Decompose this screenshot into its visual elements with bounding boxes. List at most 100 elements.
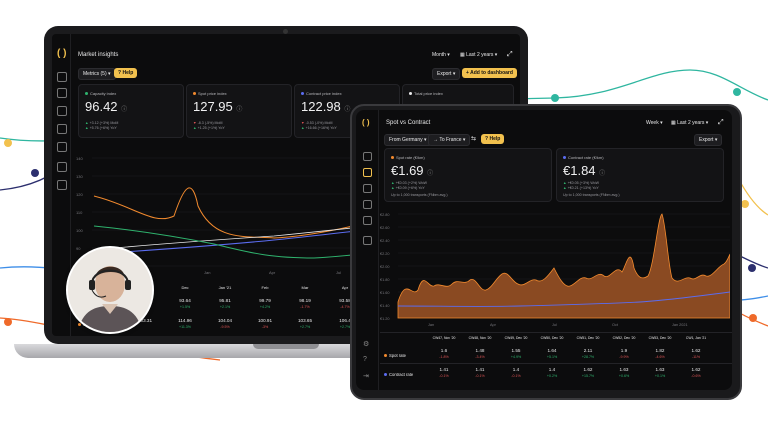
from-country-label: From Germany [389,137,423,143]
table-cell: 1.41 [475,367,485,372]
y-tick: €1.40 [380,304,390,308]
table-cell: 1.64 [547,348,557,353]
table-header: Mar [301,285,309,290]
tag-icon[interactable] [57,88,67,98]
table-header: CW52, Dec '20 [612,336,636,340]
chart-icon[interactable] [57,124,67,134]
to-country-select[interactable]: → To France ▾ [428,134,471,146]
table-cell: 99.79 [259,298,271,303]
link-icon[interactable] [57,142,67,152]
table-delta: -1.8% [439,355,449,359]
expand-icon[interactable]: ⤢ [718,119,724,126]
tablet-export-button[interactable]: Export ▾ [694,134,723,146]
spot-dot [384,354,387,358]
y-tick: €2.20 [380,252,390,256]
period-select[interactable]: Month ▾ [432,52,450,58]
spot-rate-row-label: Spot rate [384,353,406,358]
contract-delta-mom: -0.53 (-0%) MoM [305,121,333,125]
spot-price-card: Spot price index 127.95 ⓘ ▼ -8.3 (-5%) M… [186,84,292,138]
table-delta: -0.1% [511,374,521,378]
table-divider [380,332,732,333]
table-cell: 1.62 [691,367,701,372]
contract-dot [384,373,387,377]
table-delta: +5.1% [546,355,558,359]
tablet-period-select[interactable]: Week ▾ [646,120,663,126]
info-icon[interactable]: ⓘ [344,107,351,113]
spot-rate-area [397,213,730,319]
table-cell: 1.9 [620,348,628,353]
tablet-export-label: Export [699,137,714,143]
capacity-label: Capacity index [90,91,117,96]
info-icon[interactable]: ⓘ [121,107,128,113]
table-divider [380,363,732,364]
info-icon[interactable]: ⓘ [427,171,434,177]
table-delta: -0.1% [475,374,485,378]
table-cell: 1.41 [439,367,449,372]
table-cell: 1.4 [512,367,520,372]
help-button[interactable]: ? Help [114,68,138,78]
y-tick: 140 [76,156,83,161]
y-tick: 110 [76,210,83,215]
table-delta: +4.2% [259,305,271,309]
total-dot [409,92,412,96]
table-delta: +2.7% [339,325,351,329]
table-header: CW48, Nov '20 [468,336,492,340]
range-select[interactable]: ▦ Last 2 years ▾ [460,52,498,58]
laptop-notch [253,344,319,349]
y-tick: 130 [76,174,83,179]
tag-icon[interactable] [363,168,372,177]
table-cell: 114.96 [178,318,192,323]
table-cell: 1.62 [691,348,701,353]
y-tick: €2.60 [380,226,390,230]
contract-dot [563,156,566,160]
export-button-label: Export [437,71,452,77]
tablet-screen: ( ) ⚙ ? ⇥ Spot vs Contract Week ▾ ▦ Last… [356,110,732,390]
table-delta: -4.6% [655,355,665,359]
truck-icon[interactable] [57,106,67,116]
spot-dot [391,156,394,160]
market-icon[interactable] [363,152,372,161]
table-delta: -4.7% [340,305,350,309]
contract-rate-delta-yoy: +€0.21 (+13%) YoY [567,186,599,190]
help-icon[interactable]: ? [363,356,367,363]
info-icon[interactable]: ⓘ [599,171,606,177]
export-button[interactable]: Export ▾ [432,68,461,80]
add-dashboard-button[interactable]: + Add to dashboard [462,68,517,78]
spot-rate-delta-yoy: +€0.09 (+6%) YoY [395,186,425,190]
logout-icon[interactable]: ⇥ [363,373,369,380]
y-tick: €2.80 [380,213,390,217]
from-country-select[interactable]: From Germany ▾ [384,134,432,146]
table-cell: 103.65 [297,318,313,323]
table-cell: 1.6 [440,348,448,353]
expand-icon[interactable]: ⤢ [507,51,513,58]
truck-icon[interactable] [363,184,372,193]
y-tick: €1.80 [380,278,390,282]
metrics-button[interactable]: Metrics (5) ▾ [78,68,116,80]
table-cell: 93.64 [179,298,191,303]
x-tick: Apr [490,323,497,327]
info-icon[interactable]: ⓘ [236,107,243,113]
capacity-delta-mom: +3.12 (+3%) MoM [89,121,119,125]
table-header: CW49, Dec '20 [504,336,528,340]
spot-rate-value: €1.69 [391,163,424,178]
link-icon[interactable] [363,200,372,209]
tablet-range-select[interactable]: ▦ Last 2 years ▾ [671,120,709,126]
page-title: Market insights [78,52,119,58]
table-delta: -9.5% [220,325,230,329]
capacity-delta-yoy: +5.76 (+6%) YoY [89,126,117,130]
table-cell: 104.04 [217,318,233,323]
market-icon[interactable] [57,72,67,82]
swap-icon[interactable]: ⇆ [471,136,477,142]
grid-icon[interactable] [57,162,67,172]
grid-icon[interactable] [363,216,372,225]
settings-icon[interactable]: ⚙ [363,341,370,348]
document-icon[interactable] [363,236,372,245]
table-delta: +2.7% [299,325,311,329]
spot-value: 127.95 [193,99,233,114]
document-icon[interactable] [57,180,67,190]
table-cell: 1.4 [548,367,556,372]
contract-rate-row-label: Contract rate [384,372,413,377]
tablet-help-button[interactable]: ? Help [481,134,505,144]
x-tick: Jul [336,270,341,275]
logo-icon: ( ) [362,118,370,127]
